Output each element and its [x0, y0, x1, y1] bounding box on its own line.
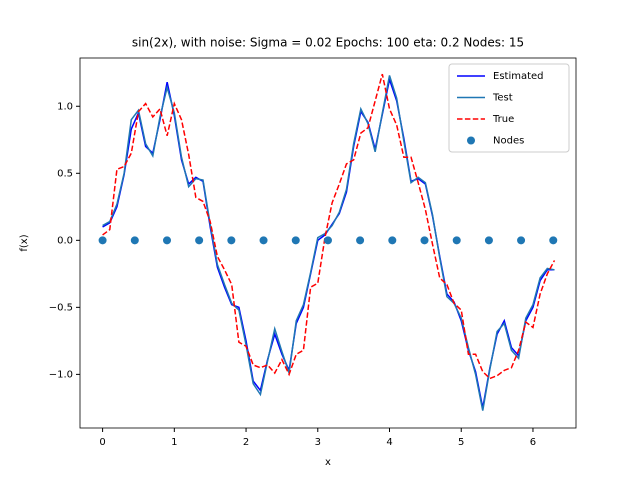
y-tick-label: 0.5	[57, 168, 73, 179]
node-point	[549, 236, 558, 245]
node-point	[517, 236, 526, 245]
y-axis-label: f(x)	[19, 234, 30, 251]
node-point	[323, 236, 332, 245]
x-axis-label: x	[325, 457, 331, 468]
x-tick-label: 2	[243, 437, 249, 448]
node-point	[195, 236, 204, 245]
x-tick-label: 0	[99, 437, 105, 448]
legend-label: True	[492, 114, 514, 125]
node-point	[356, 236, 365, 245]
node-point	[388, 236, 397, 245]
legend-label: Nodes	[493, 136, 524, 147]
x-tick-label: 5	[458, 437, 464, 448]
node-point	[291, 236, 300, 245]
x-tick-label: 3	[315, 437, 321, 448]
series-line	[102, 73, 556, 380]
y-tick-label: 0.0	[57, 235, 73, 246]
node-point	[259, 236, 268, 245]
node-point	[452, 236, 461, 245]
chart-title: sin(2x), with noise: Sigma = 0.02 Epochs…	[132, 36, 524, 50]
node-point	[420, 236, 429, 245]
node-point	[98, 236, 107, 245]
y-tick-label: 1.0	[57, 101, 73, 112]
legend-marker	[467, 136, 475, 145]
legend-box	[448, 63, 570, 153]
y-tick-label: −1.0	[49, 369, 73, 380]
legend-label: Test	[492, 93, 513, 104]
series-line	[102, 75, 555, 411]
x-tick-label: 1	[171, 437, 177, 448]
node-point	[484, 236, 493, 245]
node-point	[163, 236, 172, 245]
plot-frame	[79, 57, 577, 429]
node-point	[227, 236, 236, 245]
legend-label: Estimated	[493, 71, 544, 82]
x-tick-label: 6	[530, 437, 536, 448]
node-point	[130, 236, 139, 245]
y-tick-label: −0.5	[49, 302, 73, 313]
x-tick-label: 4	[386, 437, 392, 448]
